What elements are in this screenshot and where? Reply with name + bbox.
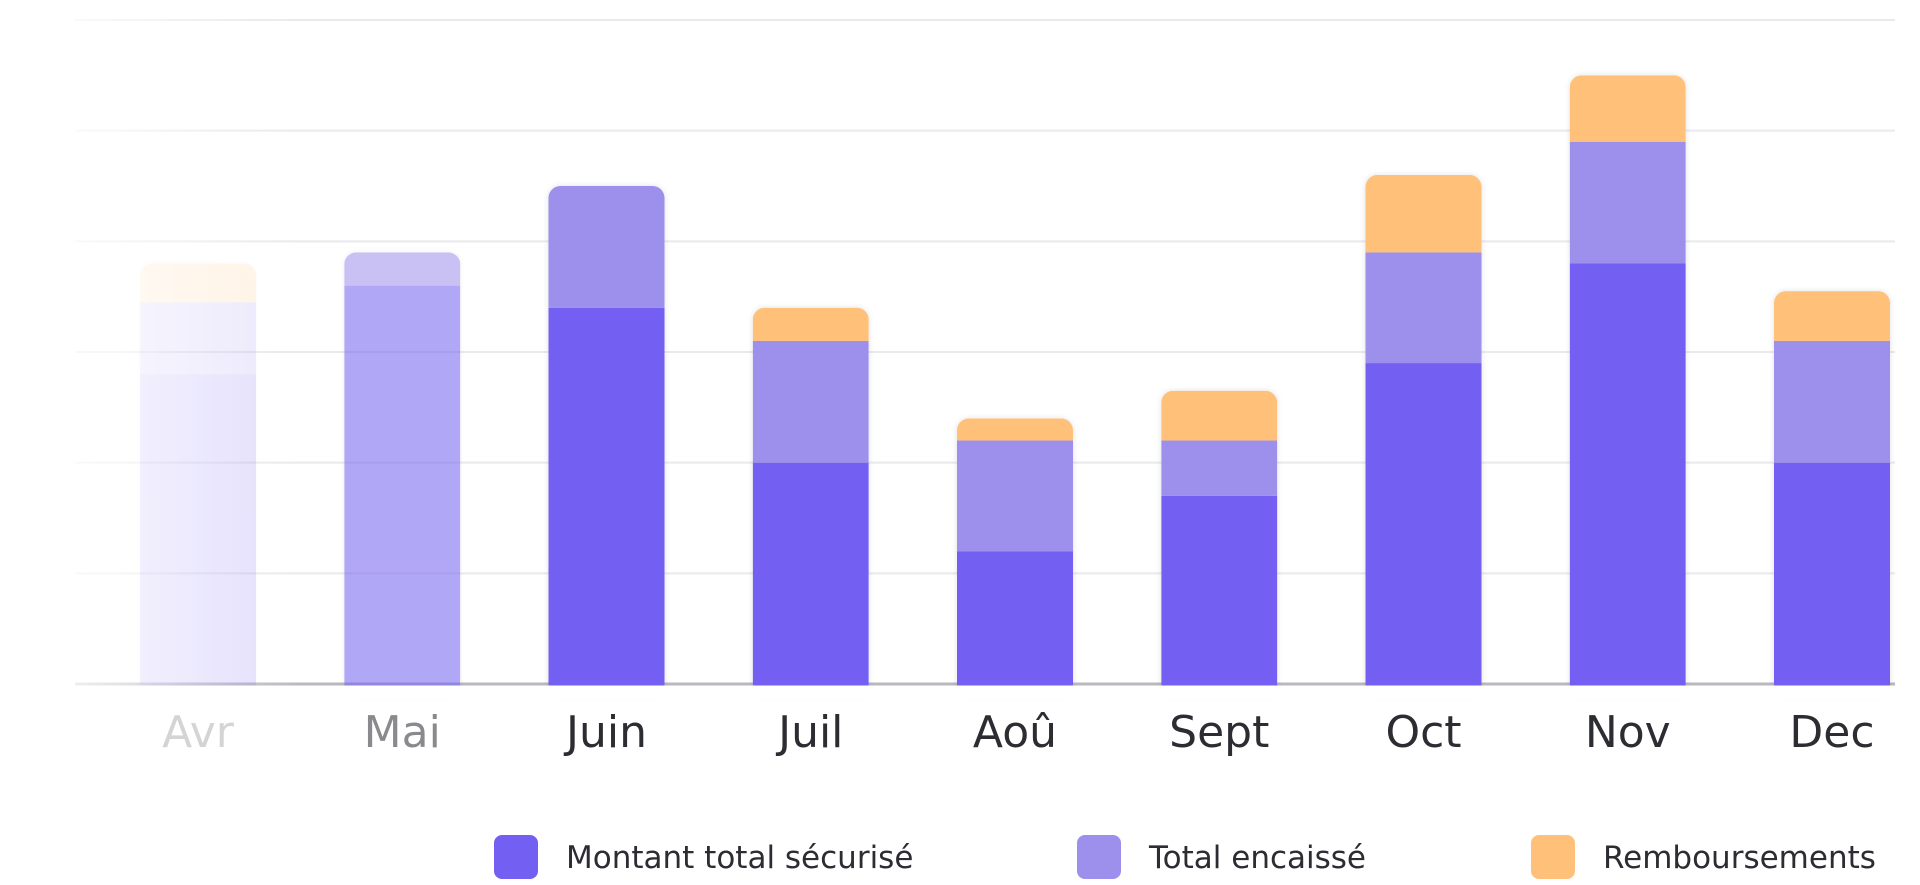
legend-swatch	[1531, 835, 1575, 879]
bar-segment-montant-total-s-curis-[interactable]	[1569, 263, 1686, 696]
bar-segment-total-encaiss-[interactable]	[957, 440, 1073, 552]
x-tick-label-aoû: Aoû	[973, 707, 1057, 758]
x-tick-label-avr: Avr	[162, 707, 235, 758]
left-fade-overlay	[0, 0, 300, 700]
bar-segment-total-encaiss-[interactable]	[548, 186, 665, 308]
bar-segment-montant-total-s-curis-[interactable]	[1161, 495, 1278, 696]
legend-item-remboursements[interactable]: Remboursements	[1531, 835, 1876, 879]
x-tick-label-oct: Oct	[1385, 707, 1461, 758]
bar-segment-montant-total-s-curis-[interactable]	[752, 462, 869, 696]
bar-segment-montant-total-s-curis-[interactable]	[1774, 462, 1890, 696]
bar-segment-remboursements[interactable]	[1774, 291, 1890, 341]
bar-group-mai[interactable]	[344, 252, 461, 696]
x-tick-label-juil: Juil	[775, 707, 843, 758]
bar-segment-remboursements[interactable]	[752, 307, 869, 341]
bar-group-aoû[interactable]	[957, 418, 1073, 696]
bar-segment-montant-total-s-curis-[interactable]	[548, 307, 665, 696]
bar-segment-montant-total-s-curis-[interactable]	[344, 285, 461, 696]
bar-group-sept[interactable]	[1161, 390, 1278, 696]
bar-group-oct[interactable]	[1365, 174, 1482, 696]
bar-segment-total-encaiss-[interactable]	[752, 340, 869, 463]
legend-label: Montant total sécurisé	[566, 840, 913, 876]
bar-segment-total-encaiss-[interactable]	[1365, 252, 1482, 364]
x-tick-label-juin: Juin	[563, 707, 647, 758]
legend-item-total-encaiss-[interactable]: Total encaissé	[1077, 835, 1366, 879]
x-tick-label-sept: Sept	[1169, 707, 1269, 758]
bar-segment-total-encaiss-[interactable]	[1161, 440, 1278, 496]
legend-label: Total encaissé	[1148, 840, 1366, 876]
bar-group-juin[interactable]	[548, 186, 665, 696]
bar-segment-remboursements[interactable]	[957, 418, 1073, 441]
x-tick-label-nov: Nov	[1585, 707, 1671, 758]
baseline-cover	[0, 685, 1920, 700]
bar-segment-total-encaiss-[interactable]	[1569, 141, 1686, 264]
legend-swatch	[494, 835, 538, 879]
legend-item-montant-total-s-curis-[interactable]: Montant total sécurisé	[494, 835, 913, 879]
x-tick-label-dec: Dec	[1789, 707, 1874, 758]
legend-label: Remboursements	[1603, 840, 1876, 876]
x-tick-label-mai: Mai	[364, 707, 441, 758]
bar-segment-total-encaiss-[interactable]	[344, 252, 461, 286]
bar-segment-montant-total-s-curis-[interactable]	[957, 551, 1073, 696]
x-axis-tick-labels: Avr Mai Juin Juil Aoû Sept Oct Nov Dec	[162, 707, 1874, 758]
bar-segment-remboursements[interactable]	[1569, 75, 1686, 142]
bar-group-juil[interactable]	[752, 307, 869, 696]
bar-segment-total-encaiss-[interactable]	[1774, 340, 1890, 463]
bar-segment-montant-total-s-curis-[interactable]	[1365, 363, 1482, 696]
bar-group-dec[interactable]	[1774, 291, 1890, 696]
bar-segment-remboursements[interactable]	[1365, 174, 1482, 253]
bar-segment-remboursements[interactable]	[1161, 390, 1278, 441]
legend-swatch	[1077, 835, 1121, 879]
bar-group-nov[interactable]	[1569, 75, 1686, 696]
legend: Montant total sécurisé Total encaissé Remb…	[494, 835, 1876, 879]
